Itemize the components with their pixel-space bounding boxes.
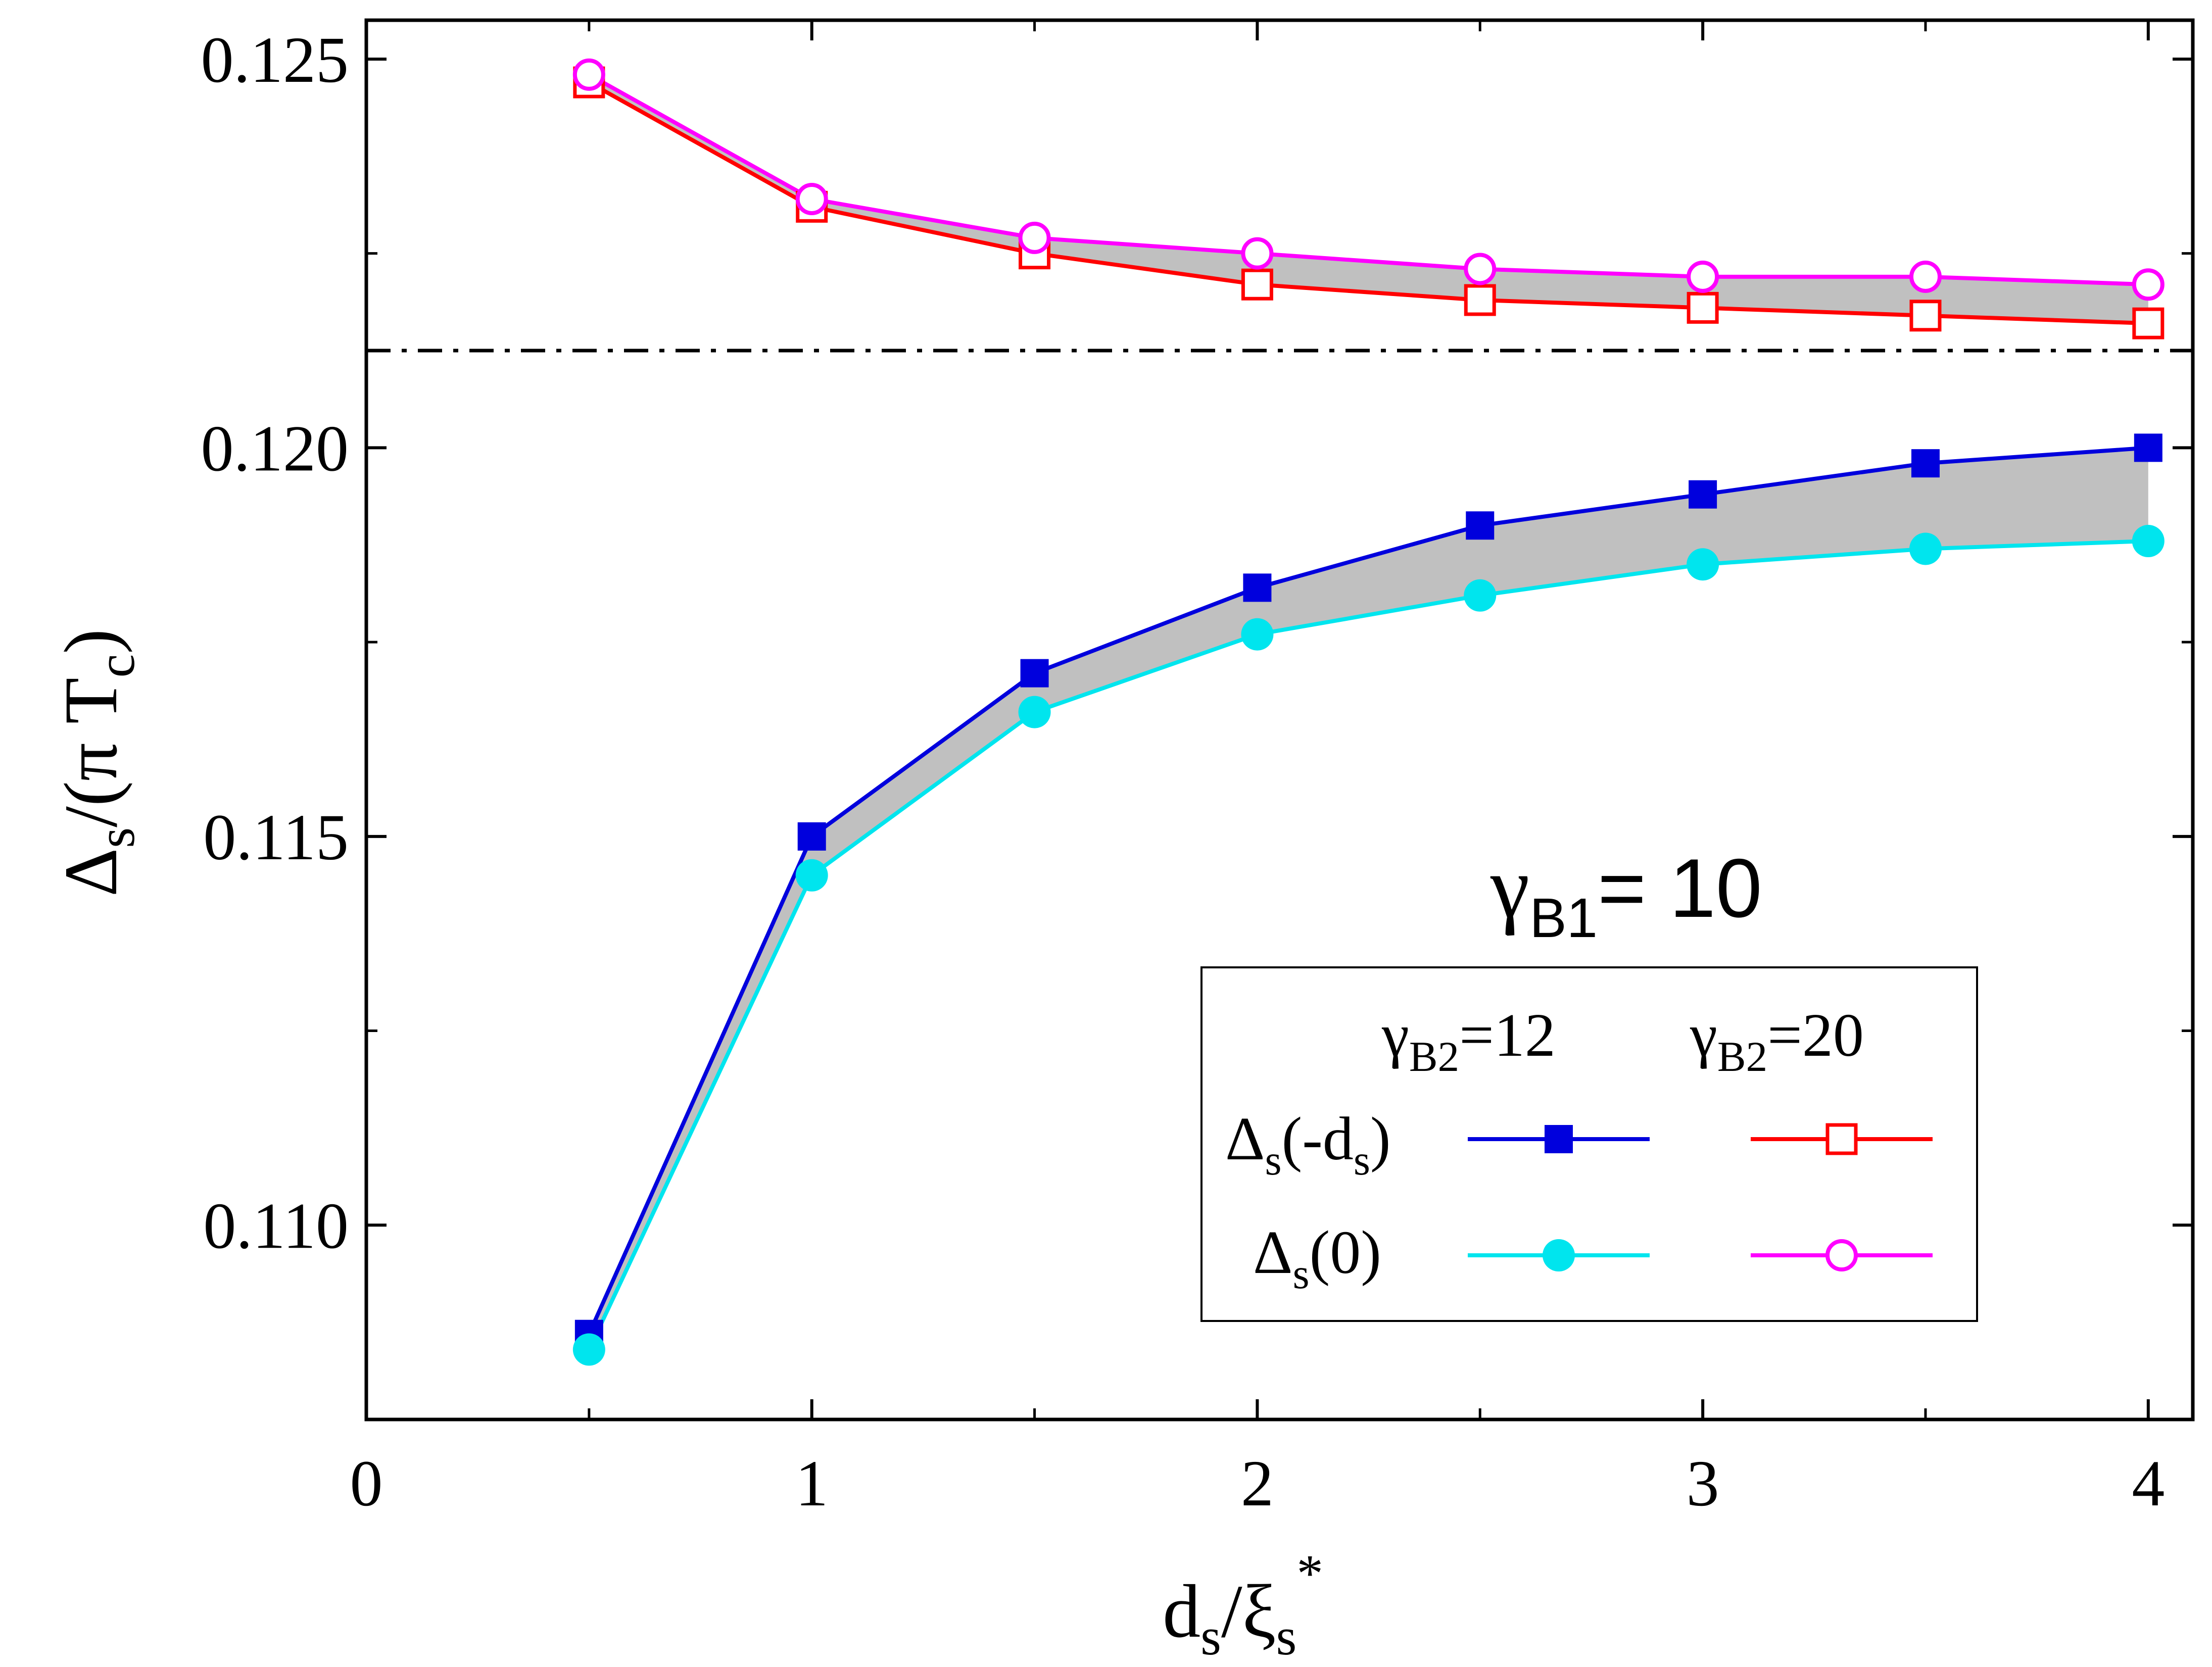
legend-col2-header: γB2=20 [1690,1001,1864,1081]
series-1-point-6 [1689,480,1717,509]
series-4-point-3 [1018,221,1051,254]
x-label-sup: * [1296,1544,1323,1603]
x-tick-label-4: 4 [2132,1447,2165,1520]
x-tick-label-3: 3 [1687,1447,1719,1520]
legend: γB2=12 γB2=20 Δs(-ds) Δs(0) [1200,966,1978,1322]
shaded-band-lower [589,448,2148,1350]
series-3-point-5 [1464,284,1496,316]
axes-layer: 0 1 2 3 4 0.110 0.115 0.120 0.125 [201,18,2195,1520]
legend-samples [1468,1123,1933,1271]
series-2-point-2 [795,859,828,892]
series-1-point-4 [1243,573,1272,602]
legend-col1-header: γB2=12 [1381,1001,1556,1081]
y-tick-label-0.12: 0.120 [201,412,349,485]
x-label-sub1: s [1200,1607,1221,1666]
series-1-point-7 [1911,449,1940,478]
series-2-point-6 [1687,548,1719,581]
x-axis-label: ds/ξs* [1163,1544,1323,1666]
legend-col1-gamma: γ [1381,1001,1409,1069]
series-4-line [588,73,2148,287]
annotation-sub: B1 [1529,887,1598,949]
series-2 [587,539,2148,1351]
plot-frame [364,18,2195,1421]
series-4-point-7 [1909,260,1942,293]
x-tick-label-0: 0 [350,1447,383,1520]
y-tick-label-0.125: 0.125 [201,24,349,96]
x-label-slash: /ξ [1221,1570,1276,1653]
series-3-line [588,80,2148,326]
legend-sample-marker-4 [1825,1239,1858,1271]
legend-row2-mid: (0) [1310,1218,1381,1287]
legend-row1-end: ) [1370,1105,1391,1173]
series-4-point-8 [2132,268,2165,301]
series-4-point-2 [795,182,828,215]
series-4-markers [572,58,2165,301]
series-2-line [587,539,2148,1351]
x-tick-label-2: 2 [1241,1447,1274,1520]
series-3-point-6 [1687,291,1719,324]
legend-col2-text: =20 [1767,1001,1864,1069]
y-tick-label-0.11: 0.110 [203,1190,349,1262]
legend-row1-delta: Δ [1225,1105,1265,1173]
series-2-point-1 [572,1333,605,1366]
legend-row2-label: Δs(0) [1253,1218,1381,1298]
y-label-sub: s [86,827,146,848]
y-tick-label-0.115: 0.115 [203,801,349,874]
x-label-main: d [1163,1570,1200,1653]
series-3-point-7 [1909,300,1942,332]
series-4-point-1 [572,58,605,91]
x-tick-label-1: 1 [795,1447,828,1520]
y-axis-label: Δs/(π Tc) [49,629,146,897]
legend-col1-sub: B2 [1409,1033,1459,1081]
legend-sample-marker-2 [1825,1123,1858,1155]
series-2-point-5 [1464,579,1497,612]
series-1-point-2 [797,822,826,851]
gamma-b1-annotation: γB1= 10 [1490,838,1762,949]
series-2-point-7 [1909,532,1942,565]
legend-sample-marker-3 [1543,1239,1575,1271]
y-label-delta: Δ [49,848,133,897]
shaded-band-upper [589,74,2148,324]
y-label-end: ) [49,629,133,654]
legend-sample-marker-1 [1545,1125,1573,1153]
series-4 [588,73,2148,287]
series-1-point-5 [1466,511,1495,540]
series-3 [588,80,2148,326]
series-1-line [587,446,2149,1335]
annotation-text: = 10 [1598,842,1762,935]
series-1-point-8 [2134,433,2162,462]
legend-row1-label: Δs(-ds) [1225,1105,1391,1184]
y-label-mid: /(π T [49,677,133,827]
series-4-point-4 [1241,237,1274,270]
series-2-markers [572,525,2165,1366]
legend-row1-mid: (-d [1282,1105,1354,1173]
x-label-sub2: s [1276,1607,1297,1666]
series-3-point-4 [1241,268,1273,301]
legend-col1-text: =12 [1459,1001,1556,1069]
y-label-sub2: c [86,654,146,678]
legend-col2-sub: B2 [1717,1033,1767,1081]
legend-col2-gamma: γ [1690,1001,1717,1069]
series-1-point-3 [1020,659,1049,688]
legend-row1-sub2: s [1354,1137,1370,1184]
series-4-point-6 [1687,260,1719,293]
series-3-point-8 [2132,307,2165,339]
legend-row1-sub: s [1265,1137,1281,1184]
series-2-point-3 [1018,696,1051,728]
series-2-point-4 [1241,618,1274,651]
annotation-gamma: γ [1490,838,1529,936]
series-2-point-8 [2132,525,2165,558]
legend-row2-sub: s [1292,1250,1309,1298]
series-layer [572,58,2165,1366]
series-4-point-5 [1464,253,1497,285]
series-1 [587,446,2149,1335]
legend-row2-delta: Δ [1253,1218,1292,1287]
